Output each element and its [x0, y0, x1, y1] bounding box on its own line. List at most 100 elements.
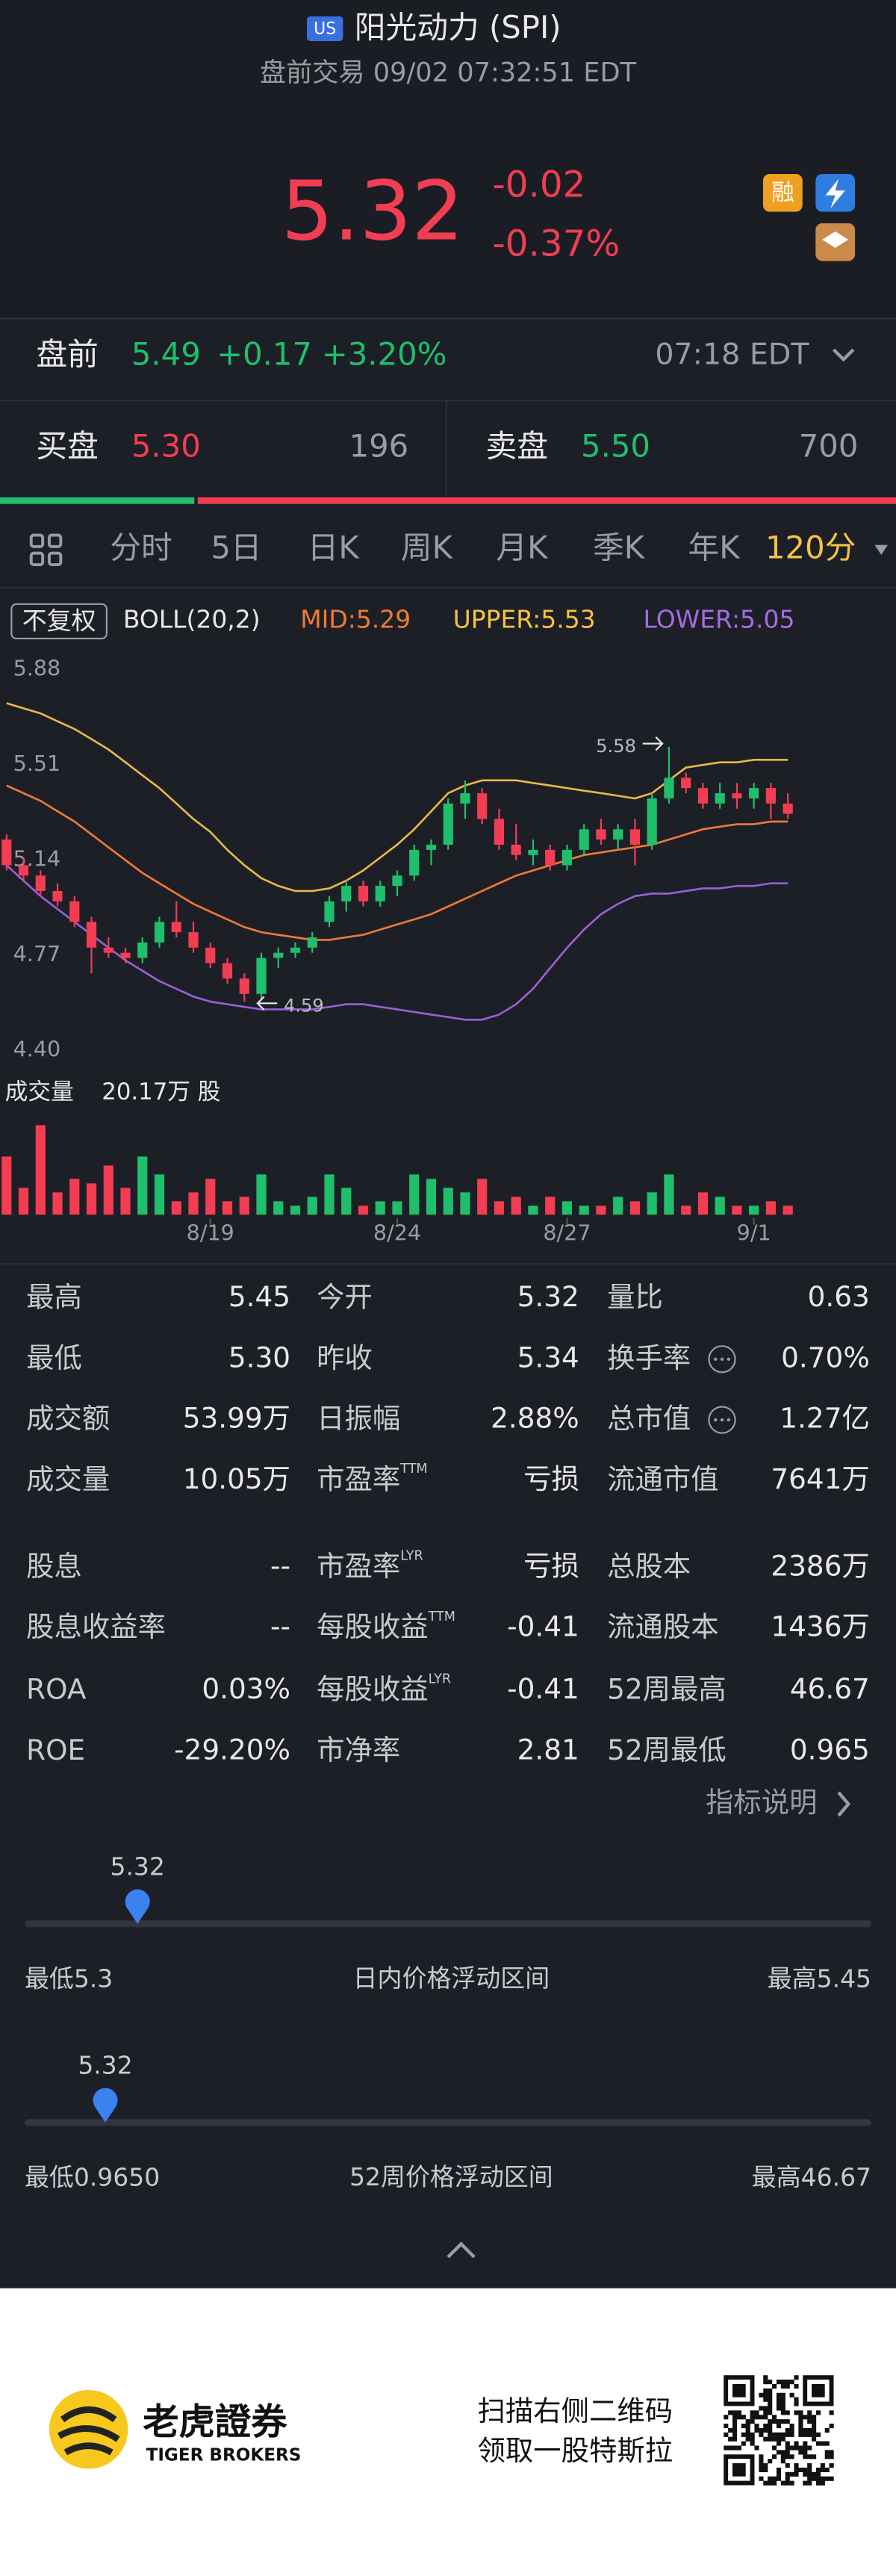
qr-module — [768, 2459, 773, 2464]
margin-icon[interactable] — [762, 173, 803, 212]
qr-module — [776, 2406, 782, 2411]
qr-module — [794, 2375, 799, 2380]
qr-module — [776, 2392, 782, 2397]
qr-module — [776, 2441, 782, 2446]
stat-label-text: 最低 — [26, 1341, 82, 1374]
stat-label-sup: TTM — [428, 1610, 455, 1624]
candle-body — [664, 778, 674, 798]
brand: 老虎證券 — [143, 2401, 287, 2443]
layout-icon[interactable] — [29, 533, 63, 567]
stat-label: 股息 — [26, 1549, 82, 1582]
qr-finder — [724, 2375, 755, 2406]
stat-label: 换手率 — [607, 1341, 691, 1374]
premarket-change-pct: +3.20% — [322, 335, 447, 372]
boll-lower: LOWER:5.05 — [644, 604, 795, 633]
price-change-pct: -0.37% — [492, 223, 620, 265]
x-tick-label: 8/19 — [187, 1220, 234, 1246]
stat-label: 最高 — [26, 1280, 82, 1313]
candle-body — [561, 849, 573, 866]
stat-label-text: 成交额 — [26, 1402, 110, 1435]
adjust-box[interactable] — [10, 603, 108, 640]
candle-body — [511, 844, 521, 855]
adjust-mode: 不复权 — [22, 606, 96, 635]
stats-link[interactable]: 指标说明 — [706, 1786, 817, 1819]
volume-bar — [341, 1188, 352, 1215]
volume-bar — [188, 1192, 199, 1215]
stat-value: 2.88% — [491, 1402, 579, 1435]
qr-module — [803, 2445, 808, 2451]
volume-bar — [52, 1192, 63, 1215]
candle-body — [137, 942, 148, 958]
volume-bar — [205, 1179, 216, 1215]
period-tab[interactable]: 季K — [593, 530, 646, 566]
qr-module — [829, 2424, 834, 2429]
period-tab[interactable]: 5日 — [211, 530, 261, 566]
period-tab[interactable]: 分时 — [110, 530, 172, 566]
candle-body — [443, 803, 453, 845]
candle-body — [35, 875, 46, 891]
qr-module — [815, 2471, 821, 2477]
qr-module — [794, 2445, 799, 2451]
stat-value: 7641万 — [771, 1462, 869, 1495]
collapse-chevron[interactable] — [447, 2241, 476, 2259]
qr-module — [807, 2427, 812, 2433]
candle-body — [494, 819, 505, 845]
candle-body — [426, 844, 437, 850]
qr-module — [807, 2476, 812, 2481]
stat-value: -- — [270, 1610, 290, 1643]
period-tab[interactable]: 周K — [401, 530, 454, 566]
qr-module — [824, 2441, 830, 2446]
qr-module — [780, 2436, 785, 2442]
boll-upper: UPPER:5.53 — [453, 604, 596, 633]
qr-finder — [724, 2454, 755, 2486]
period-tab[interactable]: 日K — [308, 530, 361, 566]
stat-label-text: 日振幅 — [317, 1402, 400, 1435]
candle-body — [222, 963, 233, 979]
qr-module — [794, 2410, 799, 2415]
qr-module — [824, 2454, 830, 2459]
period-tab[interactable]: 120分 — [765, 530, 856, 566]
qr-module — [824, 2427, 830, 2433]
link-chevron — [837, 1791, 851, 1817]
qr-module — [776, 2471, 782, 2477]
stat-label-text: 总股本 — [607, 1549, 691, 1582]
candle-body — [273, 952, 284, 958]
range-track — [24, 2119, 872, 2126]
qr-module — [803, 2480, 808, 2486]
qr-module — [803, 2467, 808, 2473]
qr-module — [776, 2450, 782, 2455]
candle-body — [290, 947, 301, 953]
qr-module — [754, 2410, 759, 2415]
qr-module — [759, 2392, 764, 2397]
qr-module — [794, 2467, 799, 2473]
stat-label-text: 每股收益 — [317, 1672, 428, 1705]
stat-label-text: 昨收 — [317, 1341, 373, 1374]
qr-module — [789, 2392, 794, 2397]
stat-label: 总市值 — [607, 1402, 691, 1435]
candle-body — [120, 952, 131, 958]
period-tab[interactable]: 年K — [688, 530, 741, 566]
candle-body — [545, 849, 556, 866]
stat-label: ROA — [26, 1672, 87, 1705]
qr-module — [759, 2454, 764, 2459]
qr-module — [776, 2380, 782, 2385]
volume-label: 20.17万 股 — [102, 1078, 220, 1105]
period-tab[interactable]: 月K — [496, 530, 549, 566]
more-tabs[interactable] — [874, 544, 889, 555]
candle-body — [613, 829, 623, 840]
qr-module — [812, 2415, 817, 2420]
qr-module — [803, 2471, 808, 2477]
stat-label: 市净率 — [317, 1734, 400, 1766]
volume-bar — [494, 1201, 505, 1215]
qr-module — [772, 2476, 777, 2481]
qr-module — [829, 2410, 834, 2415]
boll-line — [6, 702, 788, 893]
qr-module — [812, 2476, 817, 2481]
qr-module — [789, 2427, 794, 2433]
range-high-prefix: 最高 — [768, 1964, 817, 1993]
candle-body — [69, 901, 80, 922]
volume-bar — [664, 1174, 674, 1215]
expand-chevron[interactable] — [832, 348, 855, 362]
info-icon[interactable] — [708, 1345, 736, 1434]
candle-body — [732, 793, 742, 798]
